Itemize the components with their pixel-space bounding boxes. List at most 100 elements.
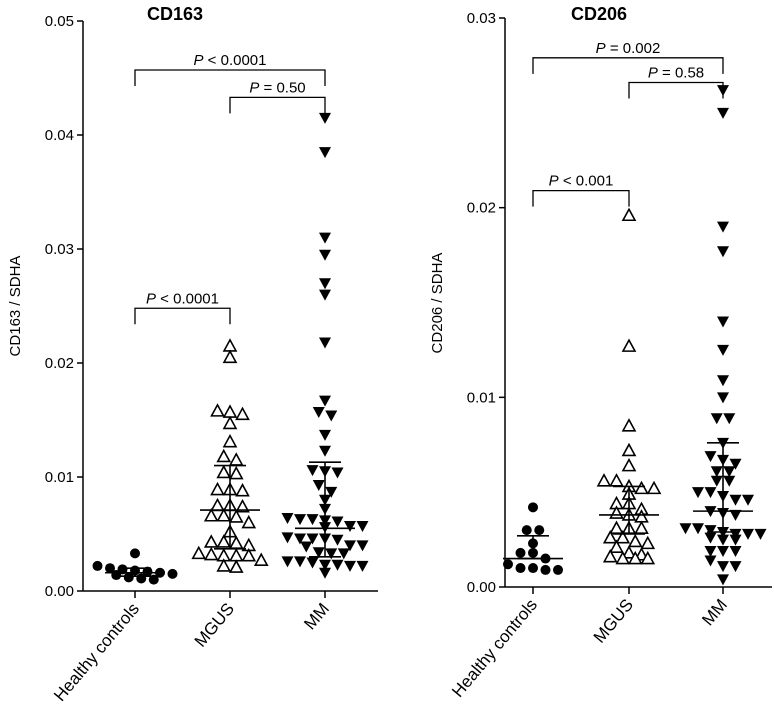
- data-point-triangle-up: [228, 547, 244, 562]
- y-tick-label: 0.05: [45, 13, 74, 30]
- data-point-triangle-down: [281, 556, 294, 568]
- data-point-triangle-down: [319, 429, 331, 441]
- y-tick-label: 0.04: [45, 127, 74, 144]
- data-point-triangle-up: [222, 338, 238, 352]
- data-point-triangle-down: [717, 392, 729, 404]
- data-point-triangle-up: [222, 349, 238, 364]
- data-point-triangle-down: [319, 445, 331, 457]
- data-point-triangle-up: [609, 473, 624, 487]
- data-point-triangle-up: [621, 545, 637, 559]
- data-point-triangle-up: [634, 480, 649, 495]
- data-point-triangle-down: [729, 534, 742, 546]
- data-point-triangle-down: [312, 479, 325, 491]
- data-point-triangle-down: [692, 487, 704, 499]
- y-axis-label: CD206 / SDHA: [429, 253, 446, 354]
- data-point-triangle-down: [717, 574, 729, 586]
- y-tick-label: 0.03: [45, 241, 74, 258]
- data-point-triangle-down: [717, 107, 729, 119]
- data-point-circle: [515, 547, 526, 558]
- y-tick-label: 0.01: [45, 469, 74, 486]
- data-point-triangle-up: [646, 480, 662, 495]
- data-point-triangle-down: [729, 494, 742, 506]
- data-point-triangle-down: [704, 451, 717, 463]
- data-point-triangle-down: [331, 467, 344, 479]
- data-point-circle: [123, 572, 134, 583]
- data-point-triangle-up: [602, 530, 618, 544]
- data-point-triangle-down: [704, 555, 717, 567]
- data-point-triangle-down: [325, 410, 338, 422]
- chart-title: CD163: [147, 4, 203, 24]
- p-value: = 0.50: [259, 79, 305, 96]
- data-point-circle: [92, 560, 103, 571]
- x-tick-label: MM: [698, 595, 731, 629]
- data-point-triangle-down: [679, 523, 692, 535]
- y-tick-label: 0.02: [467, 200, 496, 217]
- data-point-circle: [148, 574, 159, 585]
- y-tick-label: 0.02: [45, 355, 74, 372]
- data-point-triangle-down: [717, 246, 729, 258]
- data-point-triangle-up: [228, 535, 244, 549]
- data-point-triangle-down: [729, 458, 742, 470]
- data-point-triangle-up: [621, 338, 637, 352]
- significance-bracket: [628, 81, 724, 99]
- data-point-triangle-up: [615, 550, 631, 565]
- data-point-triangle-up: [627, 533, 643, 548]
- p-value: = 0.58: [658, 64, 704, 81]
- p-value-label: P = 0.50: [249, 79, 305, 96]
- data-point-circle: [528, 563, 538, 574]
- p-symbol: P: [194, 52, 204, 69]
- data-point-triangle-up: [615, 530, 631, 544]
- data-point-triangle-down: [710, 413, 723, 425]
- data-point-triangle-down: [306, 514, 319, 526]
- data-point-triangle-up: [609, 520, 624, 535]
- data-point-triangle-up: [228, 559, 244, 573]
- data-point-circle: [515, 563, 526, 574]
- data-point-triangle-up: [210, 403, 225, 417]
- data-point-triangle-up: [216, 448, 232, 463]
- data-point-triangle-down: [717, 221, 729, 233]
- data-point-triangle-down: [723, 466, 736, 478]
- data-point-triangle-up: [621, 457, 637, 472]
- data-point-triangle-up: [228, 465, 244, 480]
- data-point-triangle-up: [222, 404, 238, 418]
- data-point-triangle-up: [210, 497, 225, 512]
- data-point-triangle-down: [344, 540, 356, 552]
- data-point-triangle-down: [710, 475, 723, 487]
- data-point-triangle-down: [729, 561, 742, 573]
- data-point-triangle-down: [331, 516, 344, 528]
- data-point-triangle-up: [222, 415, 238, 430]
- data-point-triangle-down: [717, 316, 729, 328]
- data-point-triangle-down: [294, 556, 306, 568]
- x-tick-label: MGUS: [590, 595, 637, 646]
- data-point-triangle-up: [203, 508, 219, 522]
- data-point-triangle-down: [742, 528, 754, 540]
- data-point-triangle-down: [710, 466, 723, 478]
- p-symbol: P: [249, 79, 259, 96]
- data-point-circle: [534, 525, 545, 536]
- data-point-triangle-up: [235, 498, 250, 513]
- data-point-circle: [503, 559, 513, 570]
- significance-bracket: [532, 57, 724, 74]
- y-tick-label: 0.00: [45, 583, 74, 600]
- data-point-triangle-down: [281, 532, 294, 544]
- data-point-triangle-down: [717, 375, 729, 387]
- p-value-label: P = 0.002: [596, 40, 661, 57]
- data-point-triangle-down: [319, 567, 331, 579]
- data-point-circle: [136, 573, 147, 584]
- data-point-triangle-up: [228, 452, 244, 466]
- data-point-triangle-down: [319, 249, 331, 261]
- y-tick-label: 0.03: [467, 10, 496, 27]
- data-point-triangle-down: [717, 561, 729, 573]
- data-point-triangle-down: [723, 475, 736, 487]
- data-point-triangle-down: [742, 494, 754, 506]
- data-point-triangle-up: [602, 548, 618, 563]
- data-point-triangle-down: [306, 465, 319, 477]
- data-point-triangle-up: [216, 534, 232, 548]
- data-point-triangle-up: [621, 442, 637, 457]
- data-point-triangle-down: [704, 545, 717, 557]
- p-value: < 0.001: [559, 173, 614, 190]
- data-point-triangle-down: [344, 521, 356, 533]
- data-point-triangle-down: [723, 413, 736, 425]
- p-value: < 0.0001: [156, 290, 219, 307]
